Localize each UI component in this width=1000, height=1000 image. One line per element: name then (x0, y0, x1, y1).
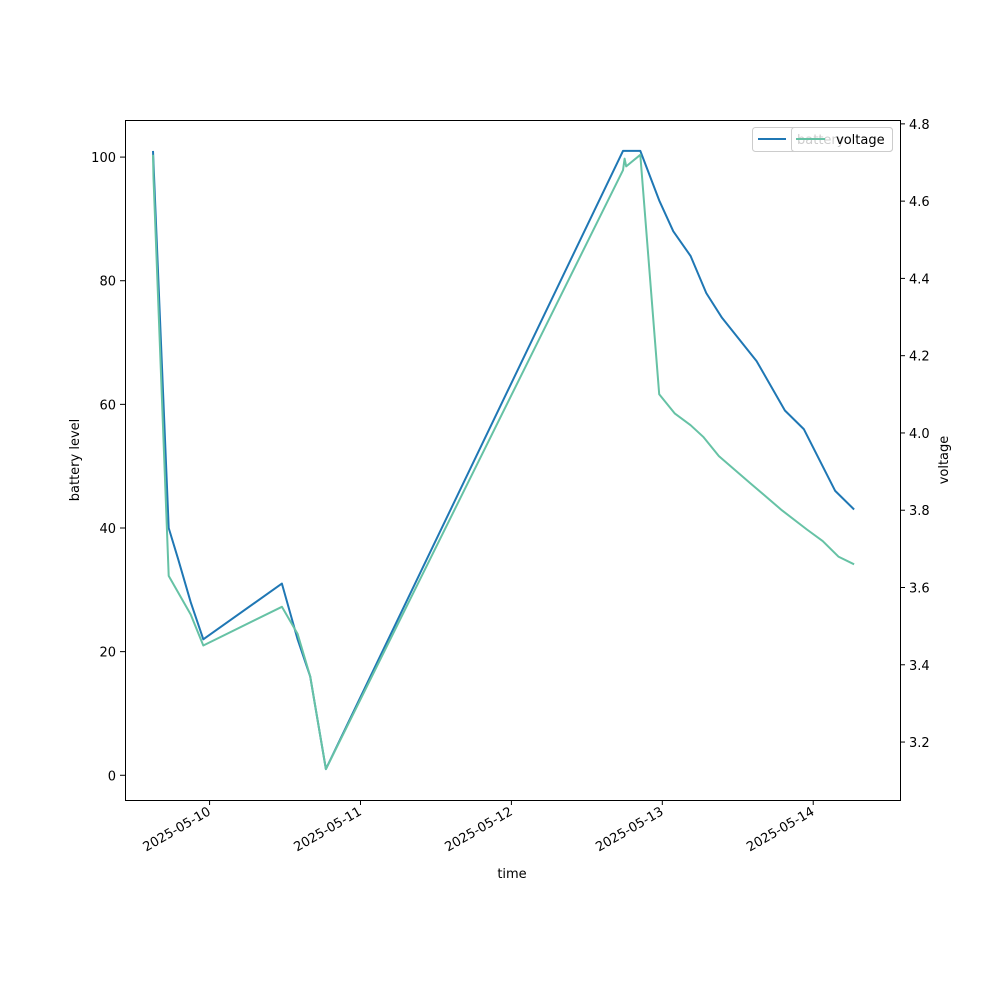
y-right-tick-label: 4.6 (909, 195, 930, 210)
series-line-voltage (152, 153, 855, 771)
y-right-tick-label: 4.0 (909, 427, 930, 442)
y-left-tick-label: 20 (99, 646, 116, 661)
y-left-tick-label: 80 (99, 275, 116, 290)
y-right-tick-label: 4.8 (909, 118, 930, 133)
x-tick-label: 2025-05-10 (141, 804, 214, 855)
x-axis-label: time (497, 867, 526, 882)
x-tick-label: 2025-05-11 (292, 804, 365, 855)
y-right-tick-label: 3.2 (909, 736, 930, 751)
y-axis-right-label: voltage (937, 436, 952, 485)
y-axis-left-label: battery level (68, 419, 83, 502)
x-axis: 2025-05-10 2025-05-11 2025-05-12 2025-05-13… (141, 800, 817, 855)
y-right-tick-label: 4.2 (909, 350, 930, 365)
y-left-tick-label: 100 (91, 151, 116, 166)
y-right-tick-label: 3.4 (909, 659, 930, 674)
y-right-tick-label: 3.8 (909, 504, 930, 519)
x-tick-label: 2025-05-14 (744, 804, 817, 855)
legend-voltage-box (791, 127, 893, 152)
y-axis-left: 0 20 40 60 80 100 (91, 151, 125, 784)
legend-voltage: voltage (791, 127, 893, 152)
x-tick-label: 2025-05-13 (593, 804, 666, 855)
series-line-battery (152, 149, 855, 771)
y-left-tick-label: 0 (108, 769, 116, 784)
y-left-tick-label: 60 (99, 398, 116, 413)
x-tick-label: 2025-05-12 (442, 804, 515, 855)
y-right-tick-label: 3.6 (909, 582, 930, 597)
legend-voltage-label: voltage (836, 133, 885, 148)
plot-frame (125, 120, 901, 801)
y-axis-right: 3.2 3.4 3.6 3.8 4.0 4.2 4.4 4.6 4.8 (900, 118, 930, 751)
y-right-tick-label: 4.4 (909, 272, 930, 287)
series-layer (152, 149, 855, 771)
y-left-tick-label: 40 (99, 522, 116, 537)
